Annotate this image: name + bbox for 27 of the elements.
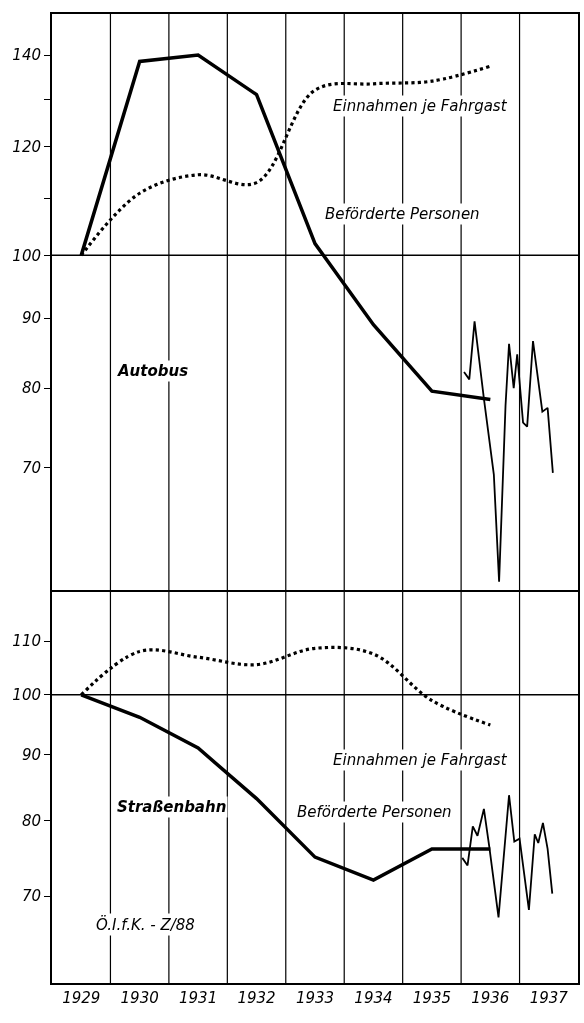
- y-tick-label: 110: [12, 632, 41, 651]
- x-tick-label: 1929: [62, 989, 101, 1007]
- y-tick-label: 90: [21, 309, 41, 328]
- x-tick-label: 1935: [412, 989, 451, 1007]
- series-label: Einnahmen je Fahrgast: [333, 97, 508, 115]
- x-tick-label: 1933: [295, 989, 335, 1007]
- x-tick-label: 1930: [120, 989, 159, 1007]
- y-tick-label: 140: [12, 46, 41, 65]
- y-tick-label: 100: [12, 686, 41, 705]
- series-label: Beförderte Personen: [297, 803, 452, 821]
- y-tick-label: 90: [21, 745, 41, 764]
- text: Einnahmen je Fahrgast: [333, 751, 508, 769]
- x-tick-label: 1937: [529, 989, 569, 1007]
- x-tick-label: 1931: [179, 989, 218, 1007]
- x-tick-label: 1934: [354, 989, 393, 1007]
- annotation: Straßenbahn: [117, 798, 227, 816]
- y-tick-label: 70: [21, 458, 41, 477]
- x-tick-label: 1936: [471, 989, 510, 1007]
- annotation: Ö.I.f.K. - Z/88: [96, 915, 195, 934]
- y-tick-label: 70: [21, 887, 41, 906]
- y-tick-label: 80: [21, 379, 41, 398]
- annotation: Autobus: [117, 362, 189, 380]
- y-tick-label: 120: [12, 138, 41, 157]
- series-label: Beförderte Personen: [325, 205, 480, 223]
- x-tick-label: 1932: [237, 989, 276, 1007]
- y-tick-label: 80: [21, 811, 41, 830]
- y-tick-label: 100: [12, 246, 41, 265]
